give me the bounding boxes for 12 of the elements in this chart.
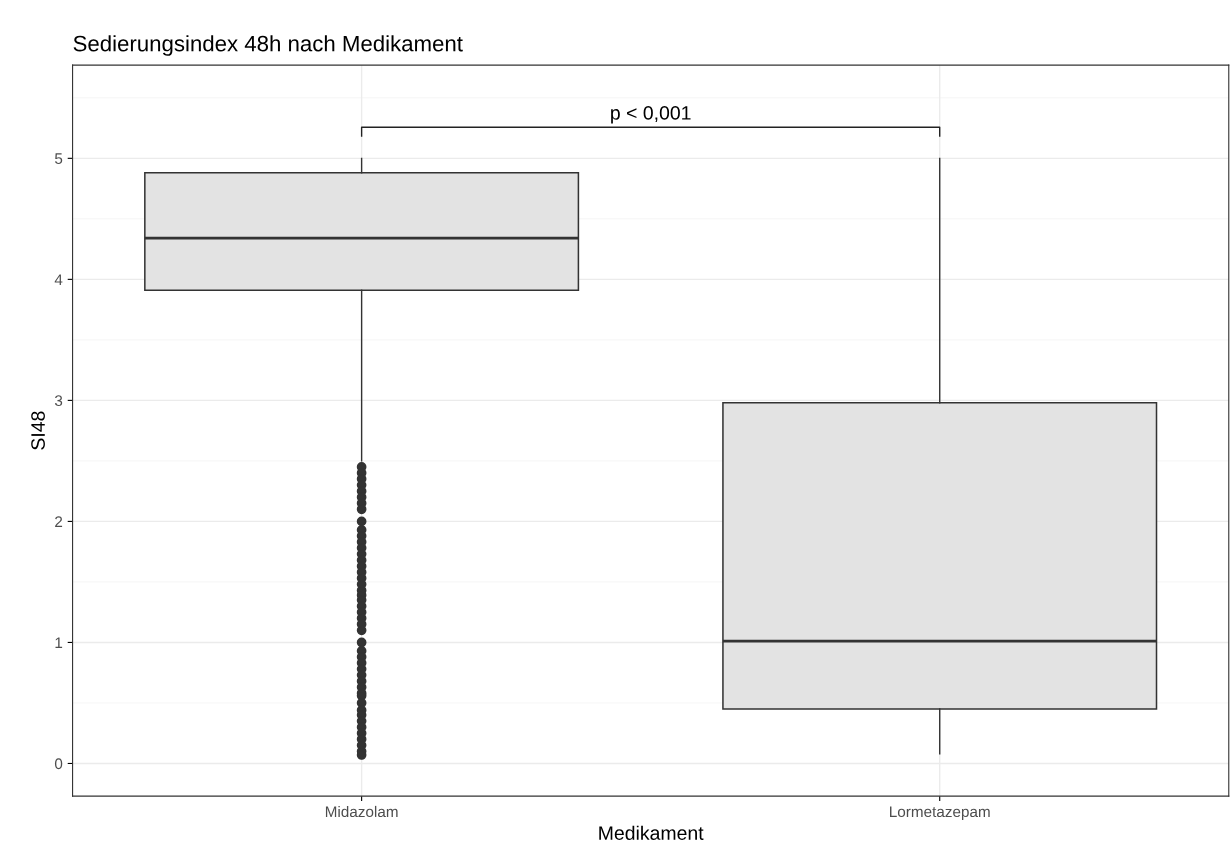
- y-tick-label: 4: [54, 274, 63, 285]
- chart-title: Sedierungsindex 48h nach Medikament: [73, 35, 463, 56]
- y-tick-label: 1: [55, 637, 63, 648]
- y-axis-title: SI48: [31, 411, 45, 450]
- x-tick-label: Midazolam: [325, 805, 398, 818]
- y-tick-label: 2: [55, 516, 63, 527]
- x-tick-label: Lormetazepam: [890, 806, 990, 821]
- y-tick-label: 3: [54, 395, 63, 407]
- x-axis-title: Medikament: [599, 825, 704, 840]
- y-tick-label: 0: [54, 758, 63, 770]
- y-tick-label: 5: [54, 153, 63, 165]
- annotation: p < 0,001: [611, 106, 691, 124]
